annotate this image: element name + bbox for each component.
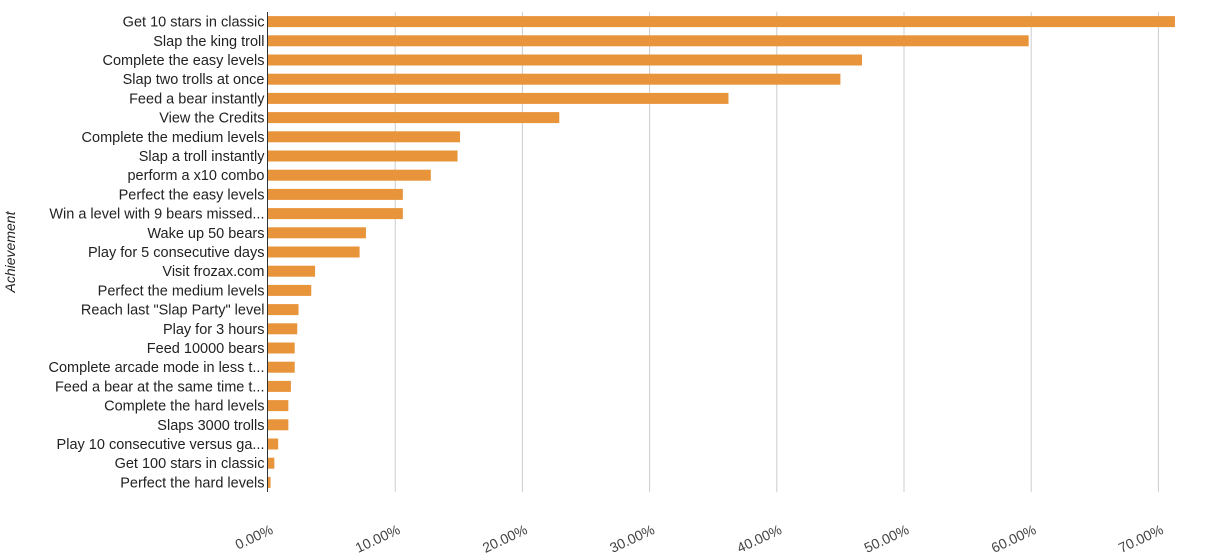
bar [268,35,1029,47]
x-tick-label: 70.00% [1116,521,1166,556]
bar [268,284,312,296]
category-label: Feed a bear instantly [129,91,265,107]
category-label: Play for 5 consecutive days [88,245,265,261]
category-label: Get 10 stars in classic [123,15,265,31]
bar [268,476,271,488]
x-tick-label: 60.00% [989,521,1039,556]
bar [268,246,360,258]
x-tick-label: 0.00% [233,521,276,552]
bar [268,208,403,220]
bar [268,438,279,450]
bar [268,73,841,85]
bar [268,188,403,200]
category-label: Complete the medium levels [82,130,265,146]
bar [268,265,316,277]
bar [268,342,295,354]
y-axis-title: Achievement [2,210,18,293]
bar [268,419,289,431]
x-tick-labels: 0.00% 10.00% 20.00% 30.00% 40.00% 50.00% 60.00… [233,521,1166,556]
x-tick-label: 30.00% [607,521,657,556]
x-tick-label: 10.00% [353,521,403,556]
x-tick-label: 40.00% [734,521,784,556]
category-labels: Get 10 stars in classic Slap the king tro… [49,15,266,492]
category-label: Slap two trolls at once [123,72,265,88]
x-tick-label: 50.00% [861,521,911,556]
category-label: Feed 10000 bears [147,341,265,357]
category-label: Slap a troll instantly [139,149,265,165]
bar [268,92,729,104]
x-tick-label: 20.00% [480,521,530,556]
bar [268,361,295,373]
bar [268,227,366,239]
bar [268,112,560,124]
bar [268,380,291,392]
bar [268,16,1175,28]
bar [268,169,431,181]
category-label: Play for 3 hours [163,322,265,338]
category-label: Feed a bear at the same time t... [55,379,265,395]
category-label: Complete arcade mode in less t... [49,360,265,376]
category-label: Wake up 50 bears [147,226,264,242]
bar [268,131,461,143]
bar [268,323,298,335]
category-label: Perfect the hard levels [120,475,264,491]
category-label: Play 10 consecutive versus ga... [57,437,265,453]
category-label: Reach last "Slap Party" level [81,303,265,319]
category-label: Perfect the easy levels [119,187,265,203]
category-label: Visit frozax.com [162,264,264,280]
bar [268,400,289,412]
category-label: Get 100 stars in classic [115,456,265,472]
category-label: perform a x10 combo [127,168,264,184]
bar [268,457,275,469]
category-label: Slap the king troll [153,34,264,50]
bar [268,54,863,66]
category-label: View the Credits [159,111,264,127]
category-label: Complete the hard levels [104,399,264,415]
bar [268,150,458,162]
bar [268,304,299,316]
bars [268,16,1175,488]
category-label: Slaps 3000 trolls [157,418,264,434]
category-label: Perfect the medium levels [98,283,265,299]
category-label: Win a level with 9 bears missed... [49,207,264,223]
gridlines [394,12,1159,492]
category-label: Complete the easy levels [103,53,265,69]
